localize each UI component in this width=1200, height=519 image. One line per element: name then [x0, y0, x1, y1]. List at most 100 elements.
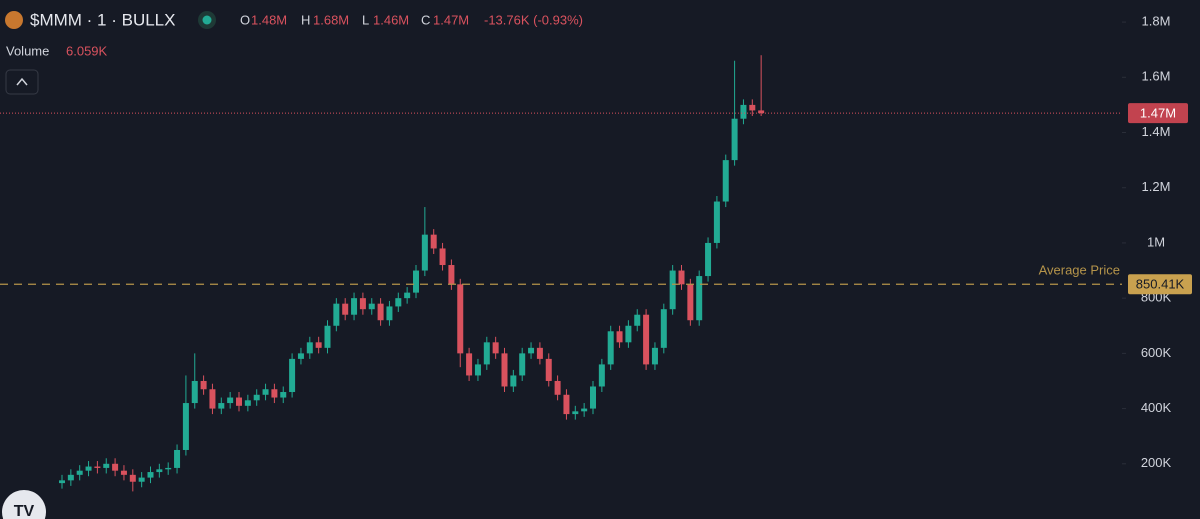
- candle-body: [59, 480, 65, 484]
- candle-body: [413, 270, 419, 293]
- candle: [200, 375, 207, 395]
- candle-body: [236, 397, 242, 406]
- candle-body: [687, 284, 694, 321]
- candle: [333, 298, 340, 332]
- candle-body: [386, 306, 393, 321]
- candle: [103, 458, 110, 474]
- candle: [651, 342, 658, 370]
- ohlc-value: 1.46M: [373, 12, 409, 27]
- candle-body: [359, 298, 366, 310]
- candle-body: [85, 466, 92, 471]
- ohlc-key: C: [421, 12, 430, 27]
- collapse-button[interactable]: [5, 69, 39, 95]
- candle-body: [448, 265, 455, 285]
- candle-body: [651, 347, 658, 365]
- candle: [466, 347, 473, 381]
- candle: [572, 405, 579, 420]
- candle-body: [253, 394, 260, 401]
- candle-body: [297, 353, 304, 359]
- candle-body: [368, 303, 375, 310]
- candle-body: [209, 389, 216, 409]
- candle: [359, 292, 366, 315]
- ohlc-value: 1.68M: [313, 12, 349, 27]
- candle-body: [129, 474, 136, 482]
- candle-body: [395, 298, 402, 307]
- candle: [492, 336, 499, 359]
- candle-body: [740, 104, 747, 119]
- candle: [696, 270, 703, 326]
- candle: [386, 300, 393, 326]
- candle-body: [669, 270, 676, 310]
- candle: [227, 392, 234, 409]
- candle: [297, 347, 304, 365]
- candle-body: [572, 411, 579, 415]
- candle-body: [342, 303, 349, 315]
- candle-body: [554, 380, 561, 395]
- candle: [59, 474, 65, 489]
- candle-body: [528, 347, 535, 354]
- candle: [351, 292, 358, 321]
- last-price-badge: [1128, 103, 1188, 124]
- candle: [129, 469, 136, 492]
- candle: [262, 383, 269, 401]
- candle-body: [351, 298, 358, 315]
- candle-body: [607, 331, 614, 365]
- candle: [218, 397, 225, 415]
- candle-body: [660, 309, 667, 348]
- candle-body: [76, 470, 83, 475]
- candle: [165, 462, 172, 475]
- average-price-badge: [1128, 274, 1192, 295]
- candle-body: [492, 342, 499, 354]
- candle: [731, 60, 738, 166]
- candle-body: [598, 364, 605, 387]
- candle-body: [147, 472, 154, 478]
- candle: [590, 380, 596, 415]
- candle: [758, 55, 765, 116]
- y-tick-label: 1.2M: [1142, 179, 1171, 194]
- ohlc-value: 1.47M: [433, 12, 469, 27]
- candle-body: [120, 470, 127, 475]
- candle: [439, 242, 446, 271]
- candle-body: [112, 463, 119, 471]
- candle: [315, 336, 322, 354]
- candle-body: [519, 353, 526, 376]
- candle-body: [536, 347, 543, 359]
- chevron-icon: [16, 77, 28, 86]
- average-price-label: 850.41K: [1136, 277, 1185, 292]
- candle-body: [466, 353, 473, 376]
- candle-body: [634, 314, 641, 326]
- candle-body: [262, 389, 269, 395]
- candle-body: [324, 325, 331, 348]
- change: -13.76K (-0.93%): [484, 12, 583, 27]
- candle-body: [67, 474, 74, 481]
- volume-label: Volume: [6, 43, 49, 58]
- candle: [598, 358, 605, 393]
- candle-body: [165, 467, 172, 470]
- candle-body: [749, 104, 756, 111]
- y-tick-label: 400K: [1141, 400, 1172, 415]
- candle-body: [218, 403, 225, 409]
- candle: [395, 292, 402, 312]
- candle: [147, 466, 154, 484]
- candle-body: [705, 242, 712, 277]
- symbol: $MMM · 1 · BULLX: [30, 10, 175, 29]
- candle-body: [696, 276, 703, 321]
- candle: [368, 298, 375, 315]
- y-tick-label: 600K: [1141, 345, 1172, 360]
- candle: [616, 325, 623, 348]
- candle-body: [421, 234, 428, 271]
- candle: [191, 353, 198, 409]
- candle: [669, 265, 676, 315]
- candle-body: [244, 400, 251, 406]
- candle: [94, 461, 101, 474]
- candle: [528, 342, 535, 359]
- candle: [510, 369, 517, 393]
- candle-body: [333, 303, 340, 326]
- candle-body: [616, 331, 623, 343]
- candle: [563, 389, 570, 420]
- candle-body: [280, 392, 287, 398]
- candle-body: [439, 248, 446, 266]
